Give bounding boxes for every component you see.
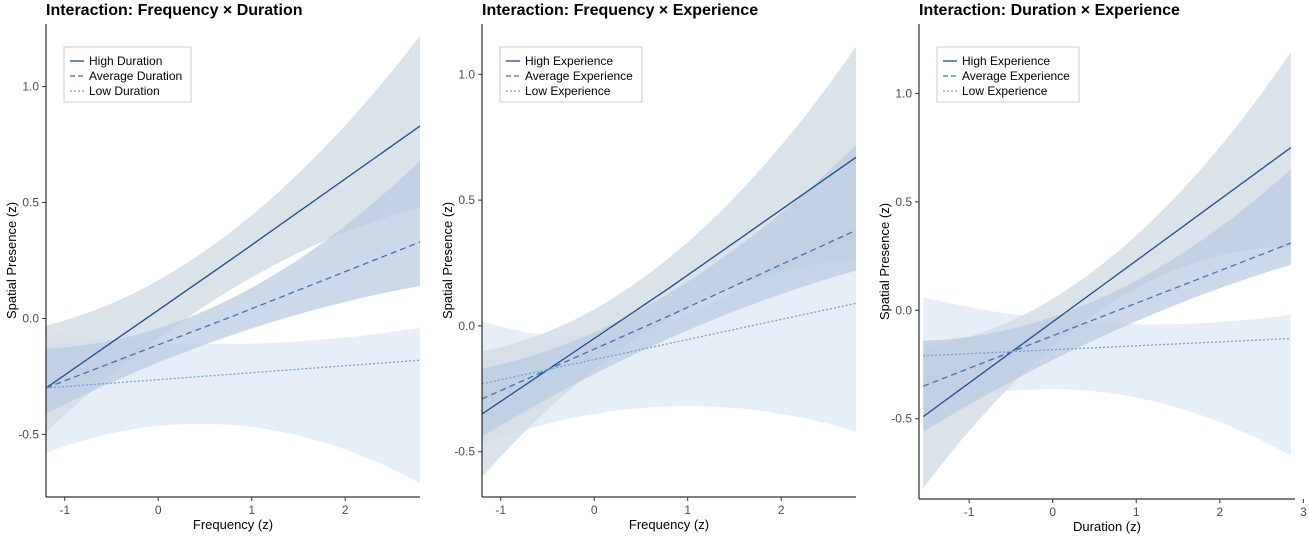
x-tick-label: 2 [342, 503, 349, 517]
x-tick-label: 2 [778, 503, 785, 517]
confidence-band [482, 144, 856, 437]
legend-label: Low Experience [525, 84, 611, 98]
chart-svg: -1 0 1 2 -0.5 0.0 0.5 1.0 Frequency (z) Spatial P… [4, 24, 421, 532]
y-tick-label: 1.0 [458, 67, 475, 81]
x-axis-label: Frequency (z) [193, 517, 273, 532]
legend-label: Low Duration [89, 84, 160, 98]
series-lines [45, 125, 421, 389]
series-line [481, 156, 857, 415]
x-axis-label: Duration (z) [1073, 519, 1141, 534]
series-lines [481, 156, 857, 415]
chart-svg: -1 0 1 2 -0.5 0.0 0.5 1.0 Frequency (z) Spatial P… [440, 24, 857, 532]
chart-panel-frequency-duration: Interaction: Frequency × Duration -1 0 1 2-… [0, 0, 435, 536]
x-tick-label: 1 [248, 503, 255, 517]
chart-title: Interaction: Duration × Experience [919, 2, 1180, 19]
series-line [45, 241, 421, 389]
y-tick-label: 0.5 [22, 196, 39, 210]
y-tick-label: 0.0 [895, 303, 912, 317]
y-tick-label: 1.0 [895, 86, 912, 100]
legend-box [499, 46, 643, 103]
chart-svg: -1 0 1 2 3 -0.5 0.0 0.5 1.0 Duration (z) Spatial P… [877, 24, 1307, 534]
x-tick-label: 1 [1133, 505, 1140, 519]
confidence-band [46, 160, 420, 414]
legend-label: Average Duration [89, 69, 182, 83]
y-tick-label: 0.0 [458, 319, 475, 333]
x-tick-label: 3 [1300, 505, 1307, 519]
chart-title: Interaction: Frequency × Duration [46, 2, 303, 19]
legend-box [63, 46, 192, 103]
x-tick-label: -1 [964, 505, 975, 519]
series-lines [922, 147, 1292, 418]
confidence-bands [46, 35, 420, 484]
legend-label: High Duration [89, 54, 162, 68]
y-tick-label: 0.5 [895, 195, 912, 209]
confidence-band [46, 35, 420, 433]
x-tick-label: 1 [684, 503, 691, 517]
chart-panel-duration-experience: Interaction: Duration × Experience -1 0 1 2… [873, 0, 1309, 536]
chart-panel-frequency-experience: Interaction: Frequency × Experience -1 0 1… [436, 0, 872, 536]
x-tick-label: -1 [495, 503, 506, 517]
series-line [45, 125, 421, 389]
y-tick-label: -0.5 [454, 445, 475, 459]
y-axis-label: Spatial Presence (z) [877, 203, 892, 320]
series-line [922, 242, 1292, 387]
series-line [481, 229, 857, 400]
y-tick-label: 0.5 [458, 193, 475, 207]
confidence-bands [482, 46, 856, 477]
x-tick-label: 2 [1216, 505, 1223, 519]
legend-label: High Experience [962, 54, 1050, 68]
x-tick-label: 0 [1049, 505, 1056, 519]
legend-label: Low Experience [962, 84, 1048, 98]
y-axis-label: Spatial Presence (z) [4, 202, 19, 319]
legend-box [936, 46, 1080, 103]
confidence-band [923, 169, 1291, 432]
y-tick-label: 0.0 [22, 311, 39, 325]
y-axis-label: Spatial Presence (z) [440, 202, 455, 319]
confidence-bands [923, 52, 1291, 489]
legend-label: High Experience [525, 54, 613, 68]
legend-label: Average Experience [525, 69, 633, 83]
y-tick-label: 1.0 [22, 80, 39, 94]
x-tick-label: 0 [155, 503, 162, 517]
x-tick-label: 0 [591, 503, 598, 517]
chart-title: Interaction: Frequency × Experience [482, 2, 759, 19]
x-axis-label: Frequency (z) [629, 517, 709, 532]
series-line [45, 359, 421, 389]
legend-label: Average Experience [962, 69, 1070, 83]
y-tick-label: -0.5 [891, 412, 912, 426]
series-line [922, 147, 1292, 418]
series-line [923, 337, 1291, 357]
x-tick-label: -1 [59, 503, 70, 517]
y-tick-label: -0.5 [18, 427, 39, 441]
